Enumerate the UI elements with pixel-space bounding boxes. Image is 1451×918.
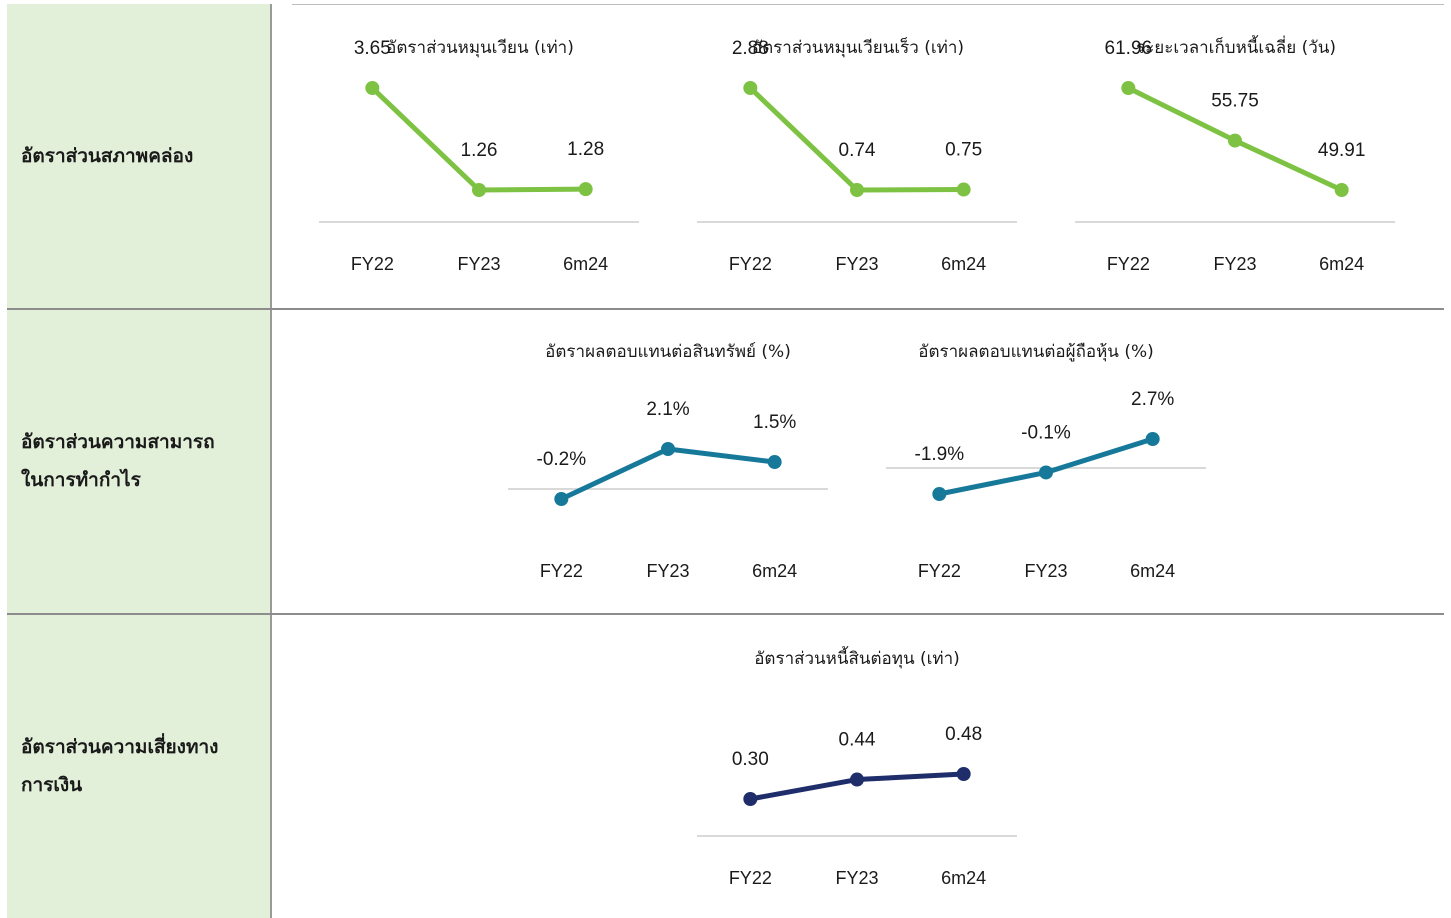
row-risk: อัตราส่วนความเสี่ยงทาง การเงิน	[7, 614, 1444, 918]
data-point	[1121, 81, 1136, 95]
x-tick-label: 6m24	[941, 254, 986, 274]
row-label-text: อัตราส่วนความสามารถ ในการทำกำไร	[21, 431, 215, 491]
data-label: 2.1%	[646, 399, 689, 420]
data-label: 0.30	[732, 749, 769, 770]
data-point	[365, 81, 380, 95]
data-label: 1.28	[567, 139, 604, 160]
data-label: -1.9%	[915, 444, 965, 465]
chart-current-ratio: อัตราส่วนหมุนเวียน (เท่า) 3.65 FY22 1.26 FY2…	[319, 0, 639, 290]
x-tick-label: 6m24	[1319, 254, 1364, 274]
x-tick-label: FY23	[1024, 561, 1067, 581]
row-label-text: อัตราส่วนสภาพคล่อง	[21, 145, 194, 167]
x-tick-label: 6m24	[563, 254, 608, 274]
series-line	[748, 86, 964, 193]
data-point	[1334, 183, 1349, 197]
data-label: 1.5%	[753, 412, 796, 433]
data-point	[661, 442, 675, 456]
x-tick-label: FY22	[729, 868, 772, 888]
data-label: 0.74	[839, 140, 876, 161]
data-label: 1.26	[461, 140, 498, 161]
data-point	[850, 772, 864, 787]
data-label: -0.2%	[537, 449, 587, 470]
chart-title: อัตราส่วนหนี้สินต่อทุน (เท่า)	[754, 646, 960, 669]
data-point	[1145, 432, 1160, 446]
chart-roe: อัตราผลตอบแทนต่อผู้ถือหุ้น (%) -1.9% FY22 -…	[886, 309, 1206, 599]
data-point	[743, 792, 758, 806]
row-divider	[7, 308, 1444, 310]
chart-quick-ratio: อัตราส่วนหมุนเวียนเร็ว (เท่า) 2.88 FY22 0.7…	[697, 0, 1017, 290]
x-tick-label: FY23	[835, 254, 878, 274]
data-label: 3.65	[354, 38, 391, 59]
row-label-profitability: อัตราส่วนความสามารถ ในการทำกำไร	[7, 309, 272, 613]
series-line	[370, 86, 586, 193]
x-tick-label: 6m24	[752, 561, 797, 581]
data-point	[743, 81, 758, 95]
data-point	[850, 183, 864, 197]
row-divider	[7, 613, 1444, 615]
chart-collection-period: ระยะเวลาเก็บหนี้เฉลี่ย (วัน) 61.96 FY22 55.…	[1075, 0, 1395, 290]
data-label: 49.91	[1318, 140, 1366, 161]
x-tick-label: FY22	[729, 254, 772, 274]
x-tick-label: FY23	[835, 868, 878, 888]
x-tick-label: FY22	[1107, 254, 1150, 274]
x-tick-label: FY22	[351, 254, 394, 274]
x-tick-label: 6m24	[941, 868, 986, 888]
x-tick-label: 6m24	[1130, 561, 1175, 581]
chart-title: อัตราผลตอบแทนต่อผู้ถือหุ้น (%)	[918, 342, 1154, 362]
row-label-text: อัตราส่วนความเสี่ยงทาง การเงิน	[21, 736, 219, 796]
row-profitability: อัตราส่วนความสามารถ ในการทำกำไร	[7, 309, 1444, 613]
chart-title: อัตราผลตอบแทนต่อสินทรัพย์ (%)	[545, 342, 791, 362]
data-point	[1228, 133, 1242, 148]
row-label-risk: อัตราส่วนความเสี่ยงทาง การเงิน	[7, 614, 272, 918]
chart-roa: อัตราผลตอบแทนต่อสินทรัพย์ (%) -0.2% FY22 2.…	[508, 309, 828, 599]
data-point	[956, 767, 971, 781]
data-label: 61.96	[1105, 38, 1153, 59]
chart-title: อัตราส่วนหมุนเวียน (เท่า)	[386, 38, 574, 58]
series-line	[560, 446, 775, 502]
x-tick-label: FY22	[540, 561, 583, 581]
x-tick-label: FY23	[457, 254, 500, 274]
data-label: 0.44	[839, 730, 876, 751]
row-liquidity: อัตราส่วนสภาพคล่อง	[7, 4, 1444, 308]
data-label: 0.75	[945, 140, 982, 161]
data-label: 2.88	[732, 38, 769, 59]
data-point	[578, 182, 593, 197]
data-point	[472, 183, 486, 197]
data-point	[554, 492, 569, 506]
data-point	[767, 455, 782, 470]
data-point	[956, 182, 971, 197]
chart-title: อัตราส่วนหมุนเวียนเร็ว (เท่า)	[752, 36, 964, 58]
x-tick-label: FY23	[646, 561, 689, 581]
top-divider	[292, 4, 1444, 5]
x-tick-label: FY23	[1213, 254, 1256, 274]
data-label: 0.48	[945, 724, 982, 745]
data-label: 2.7%	[1131, 389, 1174, 410]
x-tick-label: FY22	[918, 561, 961, 581]
data-label: -0.1%	[1021, 422, 1071, 443]
chart-debt-to-equity: อัตราส่วนหนี้สินต่อทุน (เท่า) 0.30 FY22 0.4…	[697, 614, 1017, 904]
data-point	[1039, 465, 1053, 480]
data-point	[932, 487, 947, 501]
data-label: 55.75	[1211, 91, 1259, 112]
row-label-liquidity: อัตราส่วนสภาพคล่อง	[7, 4, 272, 308]
chart-title: ระยะเวลาเก็บหนี้เฉลี่ย (วัน)	[1136, 35, 1336, 58]
